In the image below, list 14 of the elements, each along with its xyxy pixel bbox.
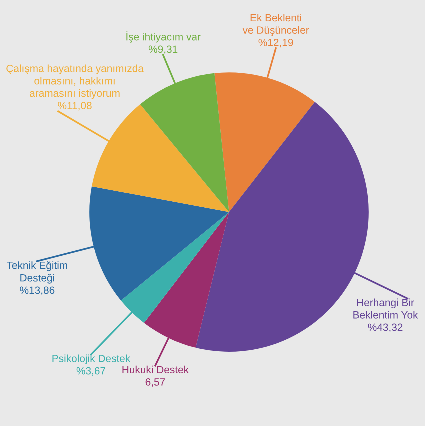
data-label: %43,32 [368,324,403,332]
slice-label: Teknik Eğitim Desteği [6,261,68,284]
data-label: %9,31 [148,46,178,54]
data-label: 6,57 [146,378,166,388]
slice-label: İşe ihtiyacım var [126,32,201,43]
slice-label: Herhangi Bir Beklentim Yok [354,298,418,319]
slice-label: Çalışma hayatında yanımızda olmasını, hakkımı aramasını istiyorum [6,64,144,100]
data-label: %12,19 [258,39,294,48]
slice-label: Hukuki Destek [122,366,190,374]
data-label: %13,86 [20,286,55,296]
data-label: %11,08 [58,102,92,111]
slice-label: Psikolojik Destek [52,354,131,364]
slice-label: Ek Beklenti ve Düşünceler [242,14,310,36]
data-label: %3,67 [76,367,106,376]
